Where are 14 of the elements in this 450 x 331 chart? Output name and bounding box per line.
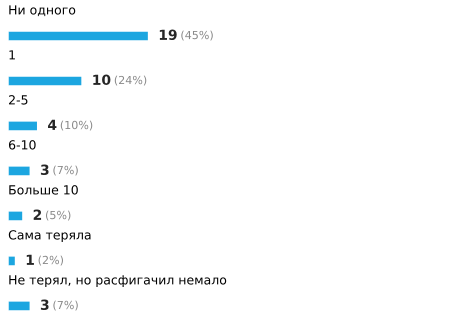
data-label: 1 (2%)	[26, 254, 63, 266]
data-label: 10 (24%)	[93, 74, 146, 86]
y-tick-label: Не терял, но расфигачил немало	[9, 275, 226, 288]
y-tick-label: 1	[9, 50, 15, 60]
y-tick-label: 6-10	[8, 140, 36, 150]
y-tick-label: Больше 10	[9, 185, 78, 195]
data-label: 3 (7%)	[40, 300, 78, 311]
data-label: 2 (5%)	[34, 210, 70, 221]
data-label: 4 (10%)	[48, 120, 92, 131]
y-tick-label: 2-5	[9, 95, 28, 105]
data-label: 3 (7%)	[40, 164, 78, 176]
data-label: 19 (45%)	[160, 30, 213, 41]
y-tick-label: Ни одного	[9, 5, 76, 16]
y-tick-label: Сама теряла	[8, 230, 90, 242]
